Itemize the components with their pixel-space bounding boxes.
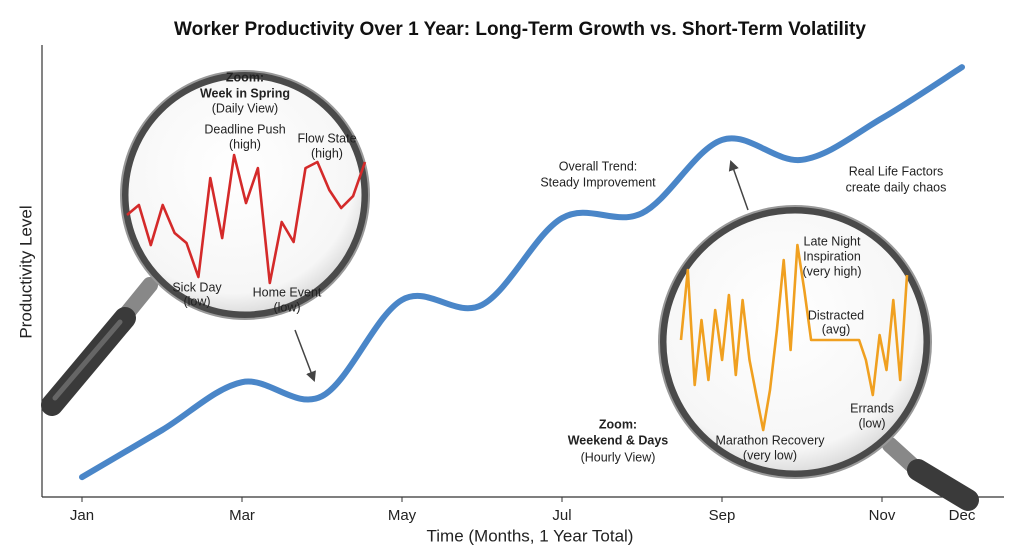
x-tick-label: Nov <box>869 507 896 524</box>
annotation: Deadline Push <box>204 122 285 136</box>
annotation: (very low) <box>743 448 797 462</box>
lens-rim <box>120 70 370 320</box>
inset-subtitle: (Hourly View) <box>581 450 656 464</box>
lens-rim <box>658 205 932 479</box>
inset-line <box>126 153 367 285</box>
annotation: Sick Day <box>172 280 222 294</box>
annotation: Real Life Factors <box>849 164 943 178</box>
inset-title: Zoom: <box>599 417 637 431</box>
annotation: Inspiration <box>803 249 861 263</box>
y-axis-label: Productivity Level <box>16 205 35 338</box>
x-axis-label: Time (Months, 1 Year Total) <box>427 526 634 545</box>
x-tick-label: Mar <box>229 507 255 524</box>
inset-title: Week in Spring <box>200 86 290 100</box>
annotation: Marathon Recovery <box>715 433 825 447</box>
annotation: (avg) <box>822 322 850 336</box>
trend-line <box>79 64 965 481</box>
annotation: (low) <box>273 300 300 314</box>
x-tick-label: Jan <box>70 507 94 524</box>
inset-title: Zoom: <box>226 70 264 84</box>
chart-title: Worker Productivity Over 1 Year: Long-Te… <box>174 19 866 40</box>
inset-title: Weekend & Days <box>568 433 669 447</box>
annotation: create daily chaos <box>846 180 947 194</box>
x-tick-label: Sep <box>709 507 736 524</box>
magnifier-handle <box>41 277 158 416</box>
annotation: Late Night <box>804 234 862 248</box>
annotation: Distracted <box>808 308 864 322</box>
annotation: (high) <box>311 146 343 160</box>
annotation: Steady Improvement <box>540 175 656 189</box>
x-tick-label: Dec <box>949 507 976 524</box>
annotation: Home Event <box>253 285 322 299</box>
annotation: Overall Trend: <box>559 159 638 173</box>
arrow <box>294 329 316 382</box>
x-tick-label: May <box>388 507 417 524</box>
x-tick-label: Jul <box>552 507 571 524</box>
inset-line <box>679 243 909 432</box>
annotation: (very high) <box>802 264 861 278</box>
arrow <box>728 160 749 211</box>
annotation: Flow State <box>297 131 356 145</box>
annotation: (high) <box>229 137 261 151</box>
inset-subtitle: (Daily View) <box>212 101 278 115</box>
magnifier-handle <box>882 437 979 511</box>
lens <box>659 206 931 478</box>
annotation: (low) <box>183 294 210 308</box>
annotation: (low) <box>858 416 885 430</box>
annotation: Errands <box>850 401 894 415</box>
